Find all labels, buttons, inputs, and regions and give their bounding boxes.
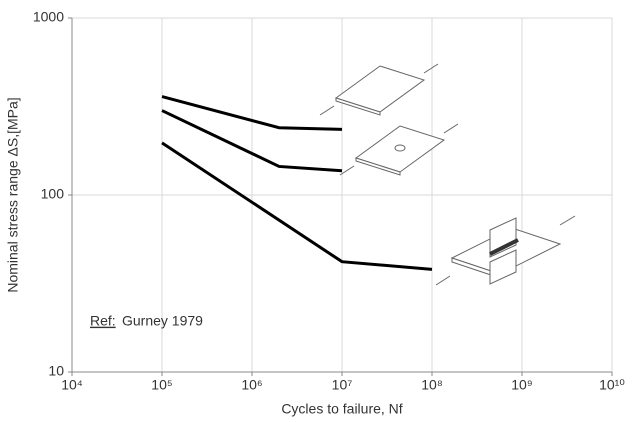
specimen-plain <box>320 64 438 115</box>
chart: Nominal stress range ΔS,[MPa] Cycles to … <box>0 0 644 422</box>
y-tick-label: 10 <box>48 363 64 379</box>
y-tick-label: 1000 <box>33 9 64 25</box>
specimen-welded <box>436 216 575 285</box>
y-tick-label: 100 <box>41 186 65 202</box>
specimen-hole <box>340 124 458 175</box>
x-tick-label: 10⁸ <box>421 377 443 393</box>
x-tick-label: 10⁶ <box>241 377 262 393</box>
annotation-ref: Ref: <box>90 313 116 329</box>
x-tick-label: 10⁷ <box>332 377 353 393</box>
annotation-text: Gurney 1979 <box>122 313 203 329</box>
x-tick-label: 10¹⁰ <box>599 377 625 393</box>
x-tick-label: 10⁴ <box>61 377 83 393</box>
y-axis-label: Nominal stress range ΔS,[MPa] <box>5 97 21 292</box>
x-tick-label: 10⁵ <box>151 377 172 393</box>
x-axis-label: Cycles to failure, Nf <box>281 401 402 417</box>
x-tick-label: 10⁹ <box>511 377 533 393</box>
